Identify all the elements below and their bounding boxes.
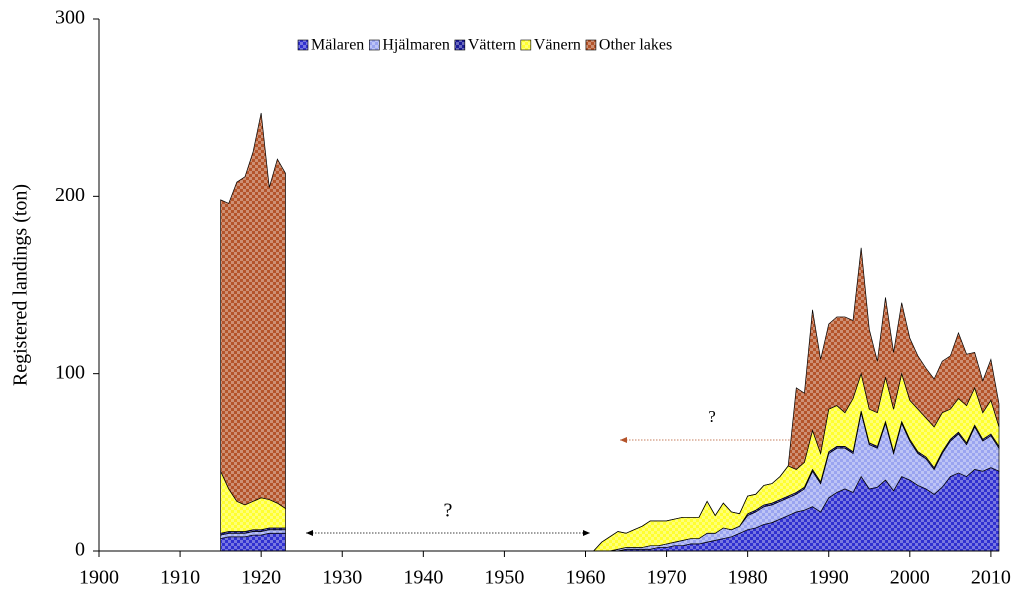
x-tick-label: 1980	[728, 567, 768, 589]
x-tick-label: 1940	[403, 567, 443, 589]
legend-label: Vättern	[468, 37, 516, 54]
legend-swatch	[585, 39, 597, 51]
annotation: ?	[444, 500, 453, 522]
x-tick-label: 1960	[565, 567, 605, 589]
legend-swatch	[454, 39, 466, 51]
legend: Mälaren Hjälmaren Vättern Vänern Other lakes	[297, 37, 672, 54]
legend-label: Vänern	[534, 37, 581, 54]
legend-swatch	[297, 39, 309, 51]
plot-area	[220, 112, 1000, 552]
x-tick-label: 1990	[809, 567, 849, 589]
legend-label: Other lakes	[599, 37, 672, 54]
x-tick-label: 1910	[160, 567, 200, 589]
legend-label: Mälaren	[311, 37, 364, 54]
y-tick-label: 300	[55, 7, 85, 29]
y-axis-label: Registered landings (ton)	[10, 184, 32, 386]
x-tick-label: 1950	[484, 567, 524, 589]
area	[220, 112, 1000, 552]
x-tick-label: 1970	[647, 567, 687, 589]
legend-swatch	[369, 39, 380, 51]
x-tick-label: 1930	[322, 567, 362, 589]
x-tick-label: 1900	[79, 567, 119, 589]
y-tick-label: 0	[75, 539, 85, 561]
x-tick-label: 2000	[890, 567, 930, 589]
legend-swatch	[520, 39, 532, 51]
gap-arrow-head	[620, 437, 627, 443]
y-tick-label: 100	[55, 361, 85, 383]
y-tick-label: 200	[55, 184, 85, 206]
annotation: ?	[708, 407, 716, 426]
x-tick-label: 2010	[971, 567, 1011, 589]
x-tick-label: 1920	[241, 567, 281, 589]
legend-label: Hjälmaren	[382, 37, 450, 54]
